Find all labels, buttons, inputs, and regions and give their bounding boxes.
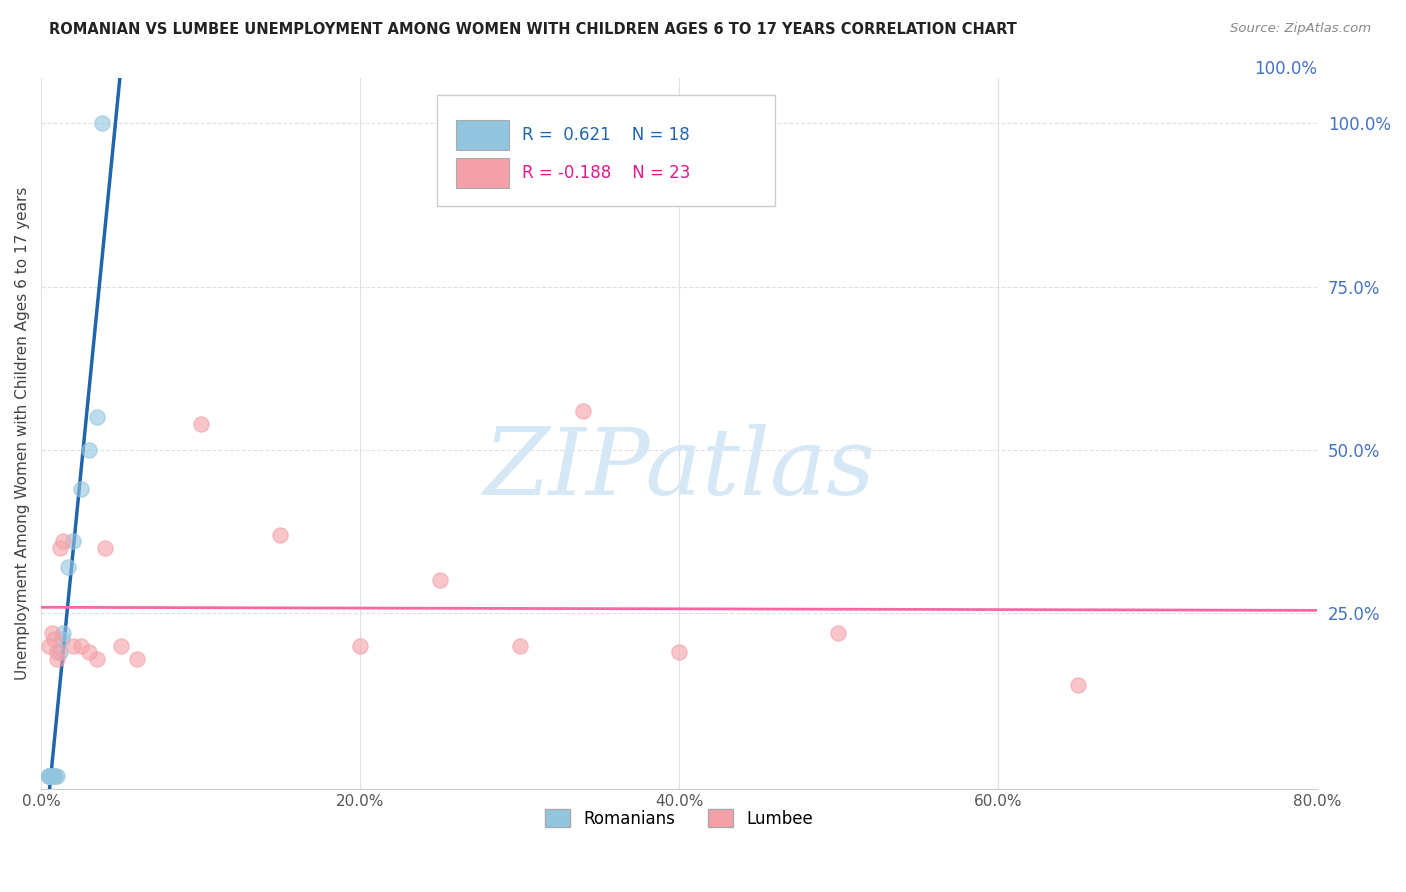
- Point: [51, 632, 73, 646]
- Point: [52, 534, 75, 549]
- Point: [94, 541, 117, 555]
- Point: [86, 651, 108, 665]
- Point: [42, 769, 65, 783]
- Point: [668, 645, 690, 659]
- Point: [38, 769, 60, 783]
- FancyBboxPatch shape: [456, 158, 509, 188]
- Text: R = -0.188    N = 23: R = -0.188 N = 23: [522, 164, 690, 182]
- Point: [41, 625, 63, 640]
- Text: Source: ZipAtlas.com: Source: ZipAtlas.com: [1230, 22, 1371, 36]
- Point: [41, 769, 63, 783]
- Point: [44, 769, 66, 783]
- Point: [269, 527, 291, 541]
- FancyBboxPatch shape: [437, 95, 775, 206]
- Point: [125, 651, 148, 665]
- Point: [77, 645, 100, 659]
- Point: [509, 639, 531, 653]
- Point: [62, 534, 84, 549]
- Point: [110, 639, 132, 653]
- Point: [49, 541, 72, 555]
- Point: [86, 410, 108, 425]
- FancyBboxPatch shape: [456, 120, 509, 150]
- Point: [62, 639, 84, 653]
- Point: [77, 442, 100, 457]
- Point: [52, 625, 75, 640]
- Point: [49, 645, 72, 659]
- Y-axis label: Unemployment Among Women with Children Ages 6 to 17 years: Unemployment Among Women with Children A…: [15, 186, 30, 680]
- Point: [38, 769, 60, 783]
- Point: [70, 639, 93, 653]
- Point: [429, 574, 451, 588]
- Point: [1066, 678, 1088, 692]
- Text: R =  0.621    N = 18: R = 0.621 N = 18: [522, 127, 690, 145]
- Text: ZIPatlas: ZIPatlas: [484, 424, 875, 514]
- Text: 100.0%: 100.0%: [1254, 60, 1317, 78]
- Point: [38, 769, 60, 783]
- Point: [349, 639, 371, 653]
- Point: [572, 403, 595, 417]
- Point: [827, 625, 849, 640]
- Point: [42, 632, 65, 646]
- Point: [90, 116, 112, 130]
- Point: [46, 645, 69, 659]
- Point: [38, 639, 60, 653]
- Point: [46, 769, 69, 783]
- Legend: Romanians, Lumbee: Romanians, Lumbee: [538, 803, 820, 834]
- Point: [190, 417, 212, 431]
- Point: [46, 651, 69, 665]
- Text: ROMANIAN VS LUMBEE UNEMPLOYMENT AMONG WOMEN WITH CHILDREN AGES 6 TO 17 YEARS COR: ROMANIAN VS LUMBEE UNEMPLOYMENT AMONG WO…: [49, 22, 1017, 37]
- Point: [58, 560, 80, 574]
- Point: [38, 769, 60, 783]
- Point: [38, 769, 60, 783]
- Point: [70, 482, 93, 496]
